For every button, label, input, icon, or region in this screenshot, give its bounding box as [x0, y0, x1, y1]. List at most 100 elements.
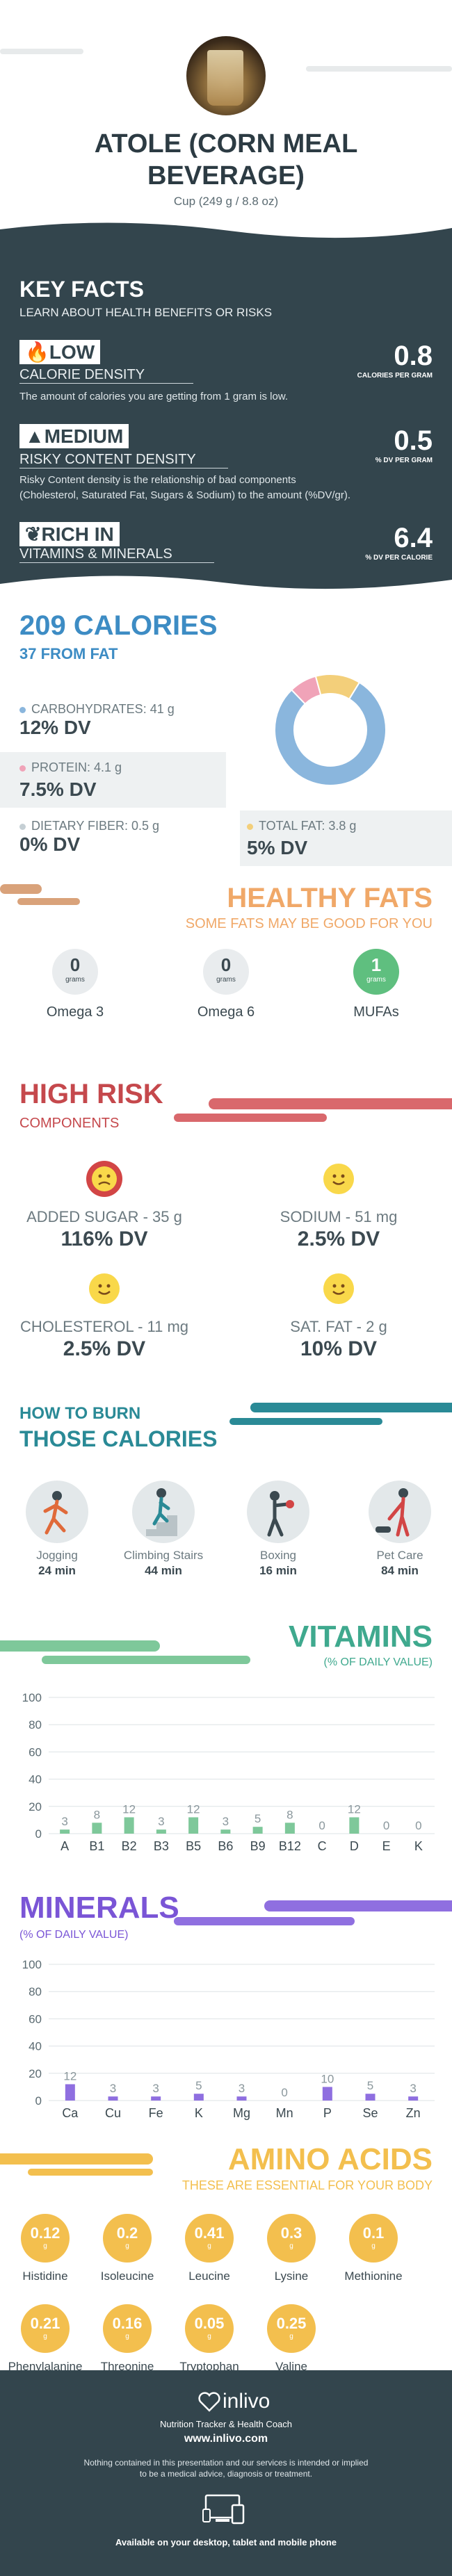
vitamin-value-label: 3 [223, 1815, 229, 1828]
vitamin-bar-b1 [92, 1823, 102, 1834]
calories-section: 209 CALORIES 37 FROM FAT CARBOHYDRATES: … [0, 598, 452, 866]
mineral-value-label: 5 [195, 2079, 202, 2092]
vitamin-decoration [0, 1640, 160, 1652]
calorie-density-value: 0.8 [394, 341, 433, 371]
footer-tagline: Nutrition Tracker & Health Coach [159, 2419, 293, 2429]
risk-decoration [174, 1114, 327, 1122]
heart-logo-icon [198, 2392, 220, 2412]
header-decoration [306, 66, 452, 72]
risky-content-unit: % DV PER GRAM [375, 457, 433, 464]
cholesterol-dv: 2.5% DV [63, 1337, 146, 1360]
vitamin-value-label: 0 [383, 1819, 389, 1832]
amino-section: AMINO ACIDS THESE ARE ESSENTIAL FOR YOUR… [0, 2127, 452, 2373]
added-sugar-face [86, 1161, 122, 1200]
high-risk-title: HIGH RISK [19, 1079, 163, 1109]
mineral-category-label: Ca [62, 2106, 79, 2120]
page-title: ATOLE (CORN MEAL BEVERAGE) [0, 128, 452, 192]
boxing-icon [247, 1481, 309, 1543]
mineral-category-label: Mg [233, 2106, 250, 2120]
mineral-value-label: 3 [410, 2082, 416, 2095]
amino-decoration [28, 2169, 153, 2176]
mineral-value-label: 0 [281, 2086, 287, 2099]
donut-slice-carbs [274, 681, 387, 786]
footer-section: inlivo Nutrition Tracker & Health Coach … [0, 2370, 452, 2576]
omega6-circle: 0 grams [203, 949, 249, 995]
vitamin-decoration [42, 1656, 250, 1664]
vitamin-category-label: K [414, 1839, 423, 1853]
amino-circle-isoleucine: 0.2 g [103, 2214, 152, 2263]
mineral-bar-zn [408, 2096, 419, 2101]
rich-label: ❦RICH IN [19, 522, 120, 546]
mineral-y-tick: 0 [35, 2094, 42, 2108]
sodium-label: SODIUM - 51 mg [280, 1208, 398, 1225]
risky-content-level: ▲MEDIUM [19, 424, 129, 448]
mineral-decoration [264, 1900, 452, 1911]
boxing-label: Boxing [260, 1549, 296, 1562]
cholesterol-label: CHOLESTEROL - 11 mg [19, 1318, 189, 1335]
mineral-value-label: 3 [239, 2082, 245, 2095]
vitamin-bar-a [60, 1829, 70, 1834]
rich-name: VITAMINS & MINERALS [19, 546, 214, 563]
vitamin-y-tick: 40 [29, 1773, 42, 1786]
jogging-icon [26, 1481, 88, 1543]
burn-decoration [229, 1418, 382, 1425]
header-section: ATOLE (CORN MEAL BEVERAGE) Cup (249 g / … [0, 0, 452, 243]
sodium-face [321, 1161, 357, 1200]
calorie-density-level: 🔥LOW [19, 340, 101, 364]
key-facts-title: KEY FACTS [19, 277, 144, 302]
title-line-2: BEVERAGE) [147, 161, 305, 190]
key-facts-wave [0, 222, 452, 243]
rich-level: ❦RICH IN [19, 522, 120, 546]
vitamin-y-tick: 0 [35, 1827, 42, 1841]
risky-content-name: RISKY CONTENT DENSITY [19, 452, 228, 468]
vitamin-value-label: 12 [122, 1802, 136, 1816]
risky-content-label: ▲MEDIUM [19, 424, 129, 448]
protein-dv: 7.5% DV [19, 778, 97, 800]
fiber-dv: 0% DV [19, 833, 81, 855]
fiber-dot [19, 823, 26, 830]
omega3-label: Omega 3 [46, 1004, 104, 1020]
footer-url[interactable]: www.inlivo.com [184, 2433, 268, 2445]
amino-circle-histidine: 0.12 g [21, 2214, 70, 2263]
vitamin-category-label: A [60, 1839, 69, 1853]
amino-circle-tryptophan: 0.05 g [185, 2304, 234, 2353]
amino-decoration [0, 2153, 153, 2165]
protein-label: PROTEIN: 4.1 g [19, 760, 122, 775]
mineral-value-label: 5 [367, 2079, 373, 2092]
added-sugar-dv: 116% DV [60, 1228, 148, 1250]
fats-decoration [0, 884, 42, 894]
mineral-bar-mg [236, 2096, 247, 2101]
vitamin-bar-b3 [156, 1829, 166, 1834]
devices-caption: Available on your desktop, tablet and mo… [115, 2537, 337, 2548]
calories-from-fat: 37 FROM FAT [19, 645, 118, 662]
omega6-label: Omega 6 [197, 1004, 255, 1020]
disclaimer-line-2: to be a medical advice, diagnosis or tre… [139, 2469, 313, 2479]
vitamin-value-label: 8 [286, 1808, 293, 1821]
mineral-bar-cu [108, 2096, 118, 2101]
vitamin-category-label: D [350, 1839, 359, 1853]
mineral-category-label: P [323, 2106, 332, 2120]
healthy-fats-section: HEALTHY FATS SOME FATS MAY BE GOOD FOR Y… [0, 869, 452, 1077]
mineral-bar-fe [151, 2096, 161, 2101]
risk-decoration [209, 1098, 452, 1109]
vitamin-category-label: B6 [218, 1839, 233, 1853]
amino-label-phenylalanine: Phenylalanine [8, 2360, 83, 2373]
vitamin-value-label: 0 [415, 1819, 421, 1832]
amino-circle-methionine: 0.1 g [349, 2214, 398, 2263]
vitamin-category-label: B9 [250, 1839, 266, 1853]
fat-item: TOTAL FAT: 3.8 g 5% DV [240, 810, 452, 866]
vitamin-y-tick: 60 [29, 1745, 42, 1759]
jogging-time: 24 min [38, 1564, 76, 1577]
sodium-dv: 2.5% DV [297, 1228, 380, 1250]
vitamin-category-label: B2 [122, 1839, 137, 1853]
mineral-category-label: K [195, 2106, 203, 2120]
vitamin-bar-d [349, 1817, 360, 1834]
mufa-label: MUFAs [353, 1004, 399, 1020]
minerals-title: MINERALS [19, 1891, 179, 1925]
vitamin-category-label: B12 [279, 1839, 301, 1853]
healthy-fats-subtitle: SOME FATS MAY BE GOOD FOR YOU [185, 916, 433, 931]
carbs-item: CARBOHYDRATES: 41 g 12% DV [19, 702, 175, 739]
amino-circle-valine: 0.25 g [267, 2304, 316, 2353]
minerals-bar-chart: 0 20 40 60 80 100 12 Ca 3 Cu 3 Fe 5 K 3 Mg 0 Mn 10 P 5 Se 3 Zn [22, 1958, 435, 2120]
smile-face-icon [323, 1273, 354, 1304]
